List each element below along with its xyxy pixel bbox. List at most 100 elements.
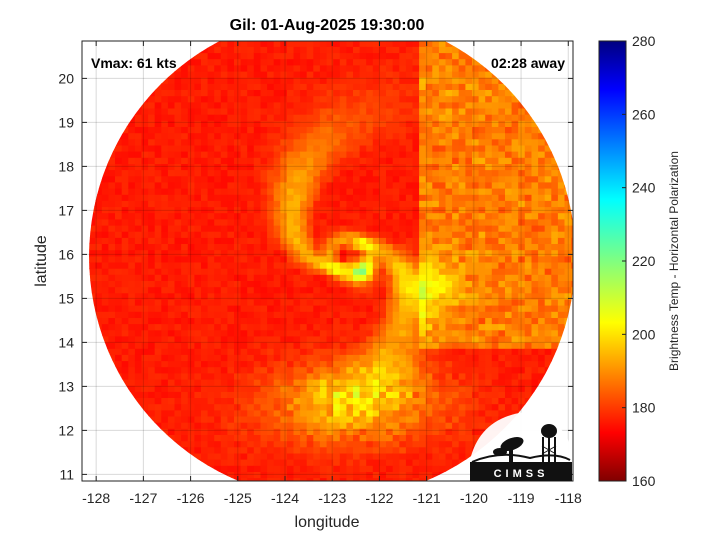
heatmap-cell	[227, 114, 235, 121]
heatmap-cell	[207, 231, 215, 238]
heatmap-cell	[359, 52, 367, 60]
heatmap-cell	[346, 231, 354, 238]
heatmap-cell	[452, 372, 460, 380]
heatmap-cell	[366, 126, 374, 134]
heatmap-cell	[419, 397, 427, 405]
heatmap-cell	[207, 46, 215, 54]
heatmap-cell	[293, 64, 301, 72]
heatmap-cell	[432, 378, 440, 386]
heatmap-cell	[524, 114, 532, 121]
heatmap-cell	[557, 212, 566, 220]
heatmap-cell	[419, 70, 427, 78]
heatmap-cell	[518, 218, 526, 226]
heatmap-cell	[306, 434, 314, 442]
heatmap-cell	[273, 169, 281, 177]
heatmap-cell	[326, 280, 334, 288]
heatmap-cell	[253, 95, 261, 103]
heatmap-cell	[319, 194, 328, 201]
heatmap-cell	[392, 366, 400, 374]
heatmap-cell	[412, 132, 420, 140]
heatmap-cell	[174, 280, 182, 288]
heatmap-cell	[412, 471, 420, 479]
heatmap-cell	[280, 89, 288, 97]
heatmap-cell	[386, 397, 394, 405]
heatmap-cell	[234, 70, 242, 78]
heatmap-cell	[353, 459, 361, 466]
heatmap-cell	[128, 175, 136, 183]
heatmap-cell	[293, 255, 301, 263]
heatmap-cell	[260, 200, 268, 208]
heatmap-cell	[319, 132, 328, 140]
heatmap-cell	[201, 206, 209, 214]
heatmap-cell	[458, 323, 466, 331]
heatmap-cell	[227, 397, 235, 405]
heatmap-cell	[518, 292, 526, 300]
heatmap-cell	[465, 397, 473, 405]
heatmap-cell	[511, 200, 519, 208]
heatmap-cell	[432, 268, 440, 275]
heatmap-cell	[392, 403, 400, 411]
heatmap-cell	[399, 70, 407, 78]
heatmap-cell	[518, 286, 526, 294]
heatmap-cell	[538, 181, 546, 189]
heatmap-cell	[366, 231, 374, 238]
heatmap-cell	[247, 41, 255, 47]
heatmap-cell	[353, 169, 361, 177]
heatmap-cell	[333, 95, 341, 103]
heatmap-cell	[412, 286, 420, 294]
heatmap-cell	[524, 329, 532, 337]
heatmap-cell	[134, 360, 143, 368]
heatmap-cell	[339, 397, 347, 405]
heatmap-cell	[313, 292, 321, 300]
heatmap-cell	[273, 224, 281, 232]
heatmap-cell	[399, 212, 407, 220]
heatmap-cell	[267, 440, 275, 448]
heatmap-cell	[154, 255, 162, 263]
heatmap-cell	[419, 144, 427, 152]
heatmap-cell	[240, 428, 248, 435]
heatmap-cell	[141, 138, 149, 146]
heatmap-cell	[300, 274, 308, 281]
heatmap-cell	[346, 348, 354, 355]
heatmap-cell	[412, 323, 420, 331]
heatmap-cell	[333, 46, 341, 54]
heatmap-cell	[485, 206, 493, 214]
heatmap-cell	[108, 231, 116, 238]
heatmap-cell	[214, 434, 222, 442]
heatmap-cell	[478, 138, 486, 146]
heatmap-cell	[339, 446, 347, 454]
heatmap-cell	[280, 477, 288, 481]
heatmap-cell	[319, 366, 328, 374]
heatmap-cell	[234, 317, 242, 325]
heatmap-cell	[194, 181, 202, 189]
heatmap-cell	[353, 64, 361, 72]
heatmap-cell	[134, 212, 143, 220]
heatmap-cell	[187, 95, 195, 103]
heatmap-cell	[491, 95, 499, 103]
heatmap-cell	[214, 428, 222, 435]
heatmap-cell	[207, 446, 215, 454]
heatmap-cell	[306, 403, 314, 411]
heatmap-cell	[220, 126, 228, 134]
heatmap-cell	[485, 163, 493, 171]
heatmap-cell	[280, 342, 288, 349]
heatmap-cell	[491, 329, 499, 337]
heatmap-cell	[108, 206, 116, 214]
heatmap-cell	[214, 52, 222, 60]
heatmap-cell	[445, 83, 453, 90]
heatmap-cell	[458, 440, 466, 448]
heatmap-cell	[220, 459, 228, 466]
heatmap-cell	[187, 434, 195, 442]
heatmap-cell	[167, 397, 176, 405]
heatmap-cell	[425, 366, 433, 374]
heatmap-cell	[485, 298, 493, 306]
heatmap-cell	[247, 52, 255, 60]
heatmap-cell	[392, 64, 400, 72]
heatmap-cell	[280, 200, 288, 208]
heatmap-cell	[426, 34, 433, 41]
heatmap-cell	[148, 385, 156, 392]
heatmap-cell	[187, 70, 195, 78]
heatmap-cell	[333, 83, 341, 90]
heatmap-cell	[372, 218, 380, 226]
heatmap-cell	[372, 114, 380, 121]
